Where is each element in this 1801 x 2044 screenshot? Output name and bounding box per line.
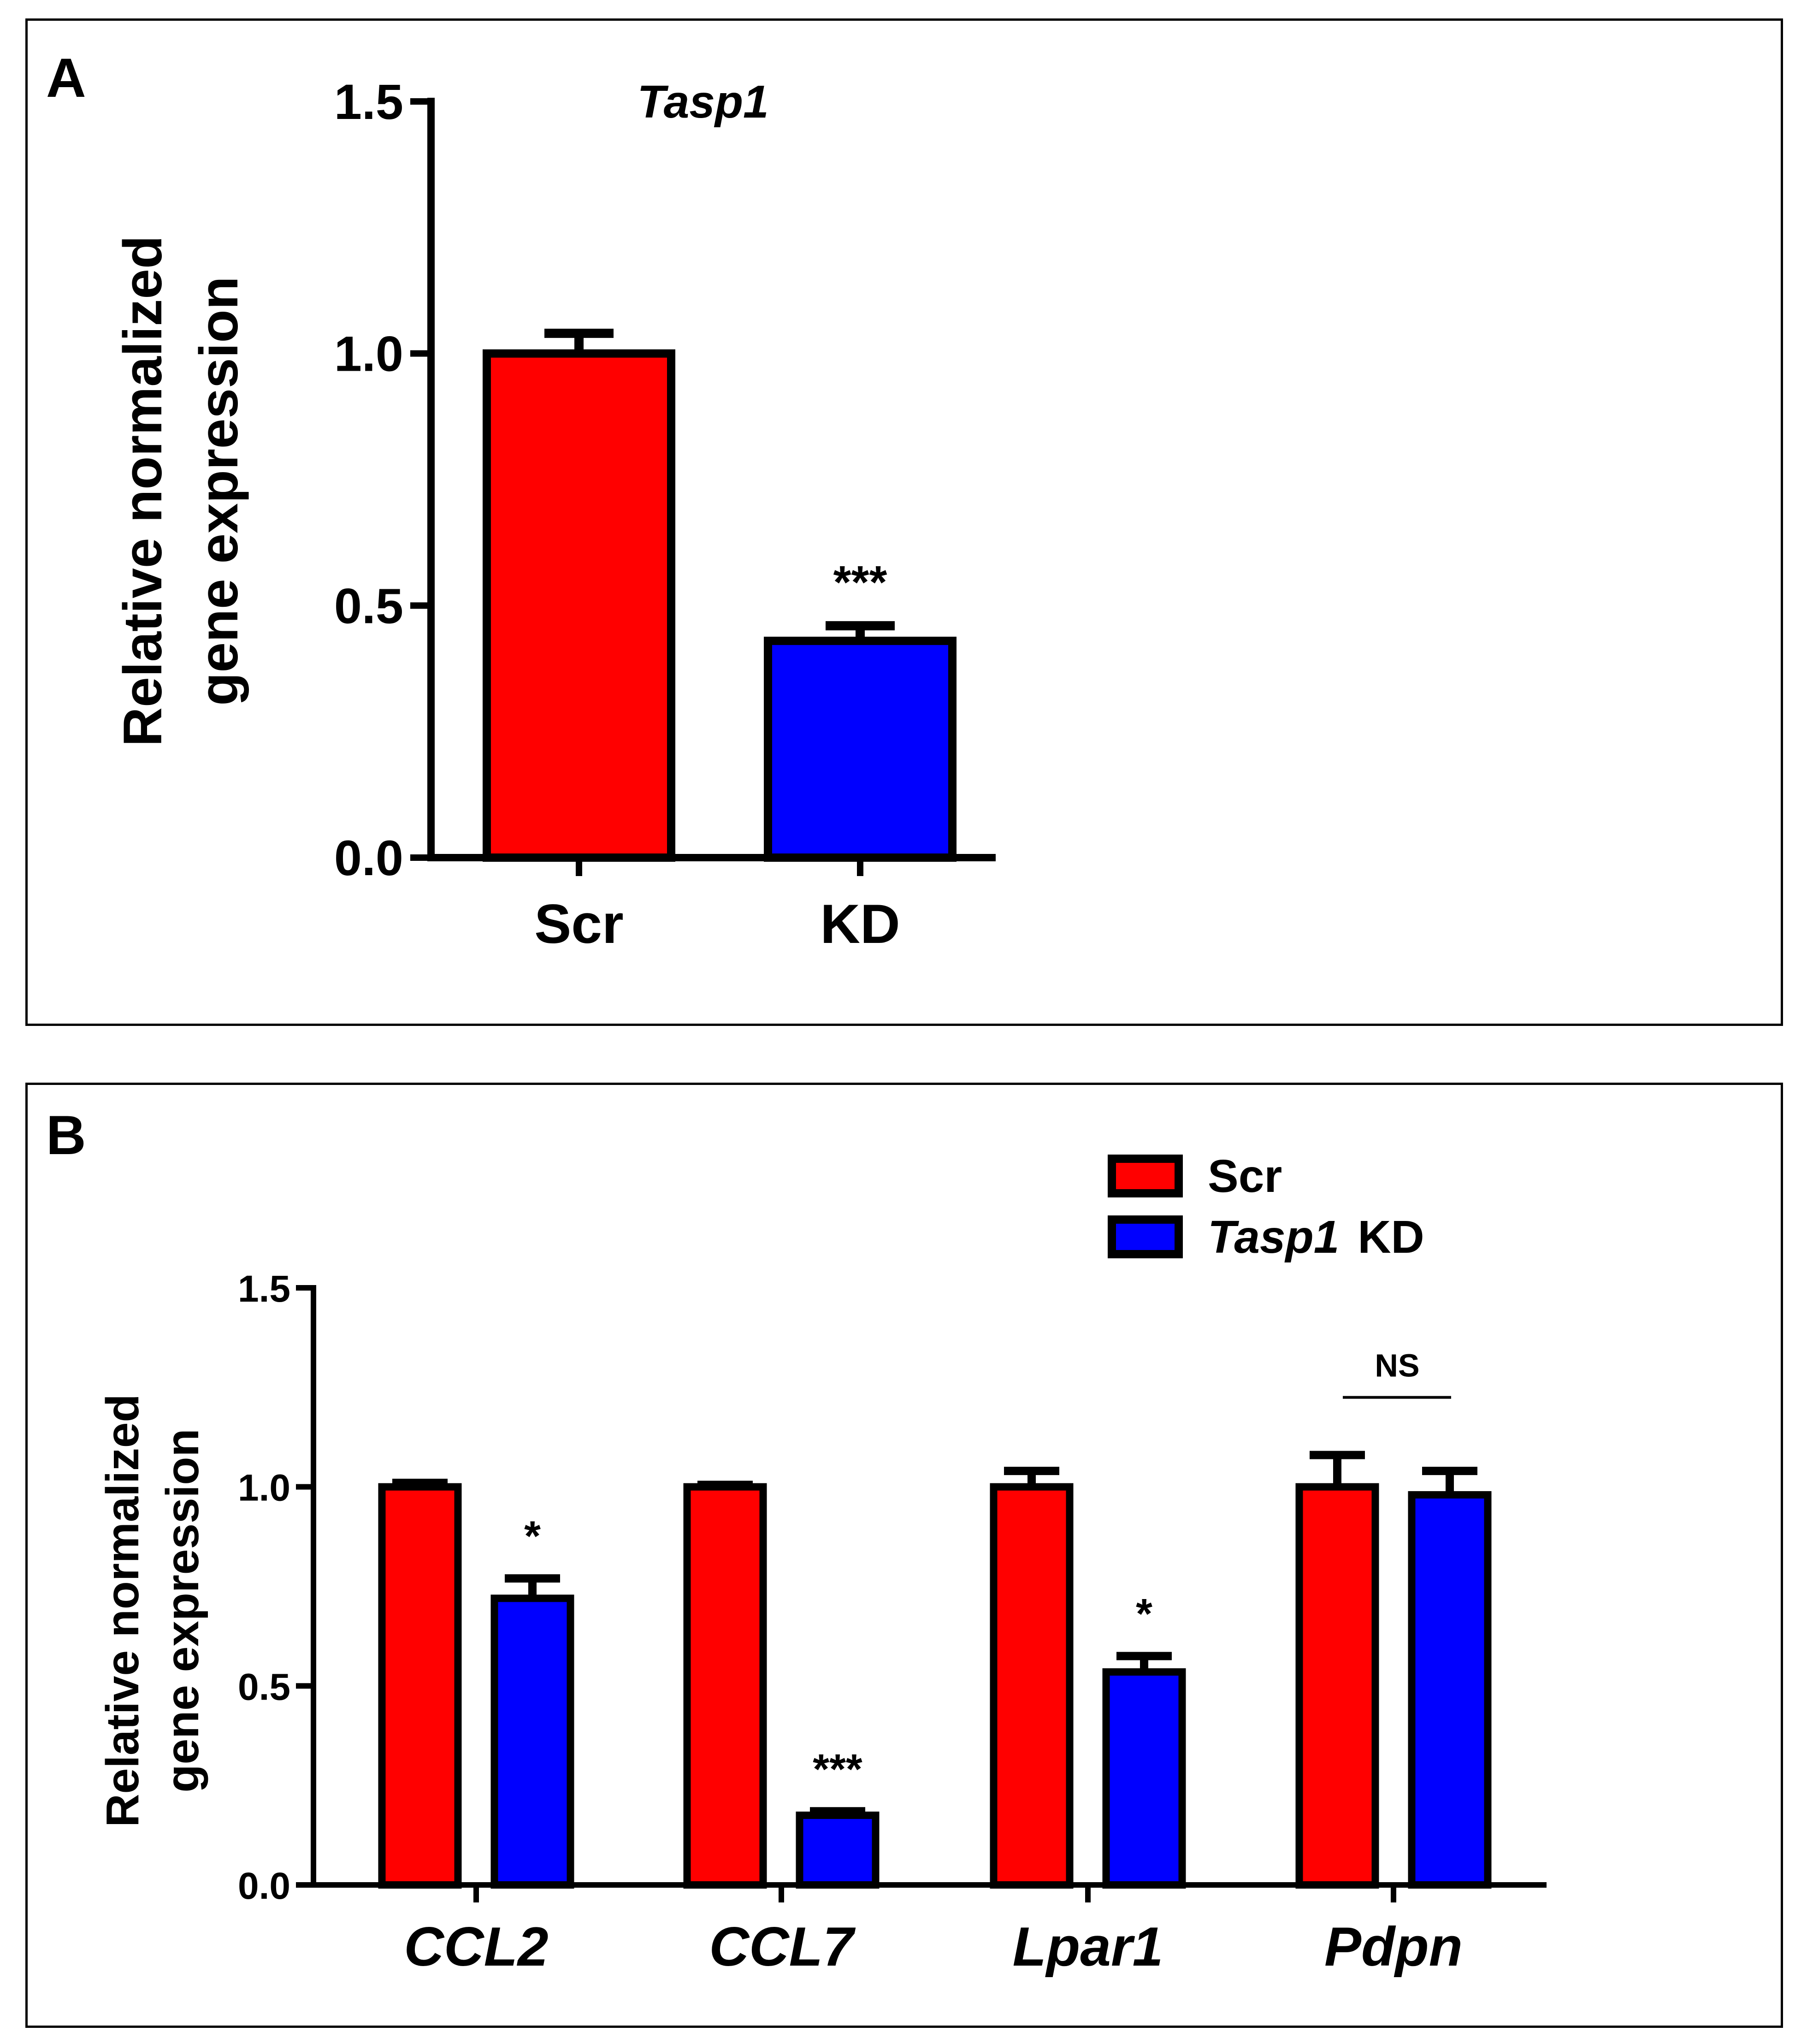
chart-b-ytick-label: 1.0 (238, 1467, 290, 1509)
chart-a-ytick-label: 1.0 (334, 326, 403, 382)
chart-b-xtick-label: CCL2 (404, 1916, 548, 1978)
chart-b-ylabel-line1: Relative normalized (97, 1394, 148, 1827)
panel-b: B Relative normalized gene expression Sc… (25, 1083, 1783, 2028)
chart-b-bar (378, 1483, 462, 1889)
chart-b-legend: Scr Tasp1 KD (1108, 1150, 1424, 1263)
chart-a-significance: *** (833, 557, 887, 608)
chart-b-ytick-label: 0.0 (238, 1865, 290, 1907)
chart-a-bar (764, 636, 957, 862)
chart-a-ylabel-line1: Relative normalized (112, 236, 173, 747)
chart-b-bar (1102, 1668, 1186, 1889)
chart-a-bars: *** (483, 328, 957, 862)
chart-b-bar (1295, 1483, 1379, 1889)
chart-b-xtick-label: Pdpn (1324, 1916, 1463, 1978)
chart-a-xtick-label: KD (820, 893, 900, 955)
chart-b-svg: B Relative normalized gene expression Sc… (46, 1104, 1547, 1978)
panel-a: A Tasp1 Relative normalized gene express… (25, 18, 1783, 1026)
legend-label-scr: Scr (1208, 1150, 1282, 1202)
chart-b-significance: * (1136, 1591, 1152, 1638)
panel-a-label: A (46, 47, 86, 109)
chart-b-xtick-label: CCL7 (709, 1916, 856, 1978)
chart-a-ytick-label: 0.5 (334, 578, 403, 634)
chart-b-axes: 0.0 0.5 1.0 1.5 CCL2 CCL7 Lpar1 Pdpn (238, 1268, 1547, 1978)
legend-swatch-scr (1108, 1155, 1183, 1197)
chart-a-svg: A Tasp1 Relative normalized gene express… (46, 47, 996, 955)
chart-b-ylabel-line2: gene expression (157, 1428, 208, 1792)
chart-b-xtick-label: Lpar1 (1013, 1916, 1163, 1978)
chart-b-significance: NS (1375, 1348, 1419, 1384)
chart-b-ytick-label: 1.5 (238, 1268, 290, 1310)
legend-label-kd: Tasp1 KD (1208, 1211, 1424, 1263)
chart-a-ytick-label: 0.0 (334, 830, 403, 886)
panel-b-label: B (46, 1104, 86, 1166)
chart-a-title: Tasp1 (637, 76, 768, 128)
chart-b-significance: *** (813, 1746, 862, 1793)
chart-b-bar (490, 1594, 574, 1889)
chart-b-bar (796, 1811, 880, 1889)
chart-a-xtick-label: Scr (534, 893, 623, 955)
legend-label-kd-rest: KD (1358, 1211, 1424, 1263)
chart-b-ytick-label: 0.5 (238, 1666, 290, 1708)
chart-b-bar (990, 1483, 1074, 1889)
chart-a-bar (483, 349, 675, 862)
chart-a-axes: 0.0 0.5 1.0 1.5 Scr KD (334, 74, 996, 955)
chart-b-bar (683, 1483, 767, 1889)
legend-swatch-kd (1108, 1215, 1183, 1258)
chart-b-bar (1408, 1491, 1492, 1889)
chart-a-ylabel-line2: gene expression (189, 276, 249, 705)
chart-a-ytick-label: 1.5 (334, 74, 403, 130)
legend-label-kd-italic: Tasp1 (1208, 1211, 1339, 1263)
chart-b-significance: * (524, 1513, 541, 1560)
chart-b-bars: *****NS (378, 1348, 1492, 1889)
